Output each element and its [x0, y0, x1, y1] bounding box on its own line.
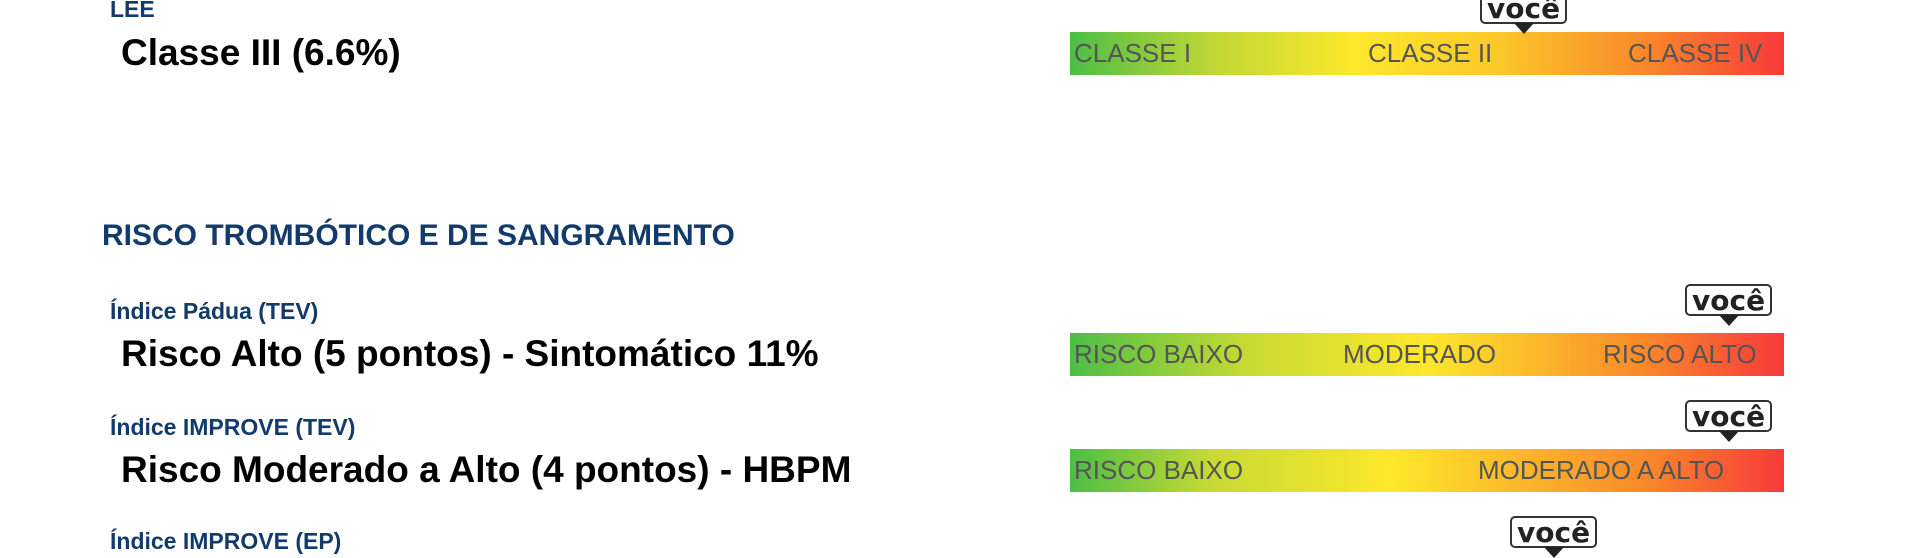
section-title: RISCO TROMBÓTICO E DE SANGRAMENTO	[102, 219, 735, 252]
lee-you-marker: você	[1480, 0, 1568, 34]
improve-tev-you-marker: você	[1685, 400, 1773, 442]
lee-scale-class-1: CLASSE I	[1074, 38, 1192, 68]
padua-scale-low: RISCO BAIXO	[1074, 339, 1244, 369]
padua-scale-high: RISCO ALTO	[1603, 339, 1757, 369]
improve-ep-label: Índice IMPROVE (EP)	[110, 528, 342, 554]
padua-risk-scale: RISCO BAIXO MODERADO RISCO ALTO	[1070, 333, 1784, 376]
lee-scale-class-2: CLASSE II	[1368, 38, 1493, 68]
padua-scale-moderate: MODERADO	[1343, 339, 1497, 369]
improve-tev-risk-scale: RISCO BAIXO MODERADO A ALTO	[1070, 449, 1784, 492]
improve-tev-label: Índice IMPROVE (TEV)	[110, 414, 356, 440]
lee-result: Classe III (6.6%)	[121, 32, 401, 73]
padua-result: Risco Alto (5 pontos) - Sintomático 11%	[121, 333, 819, 374]
lee-scale-class-4: CLASSE IV	[1628, 38, 1763, 68]
improve-ep-you-marker: você	[1510, 516, 1598, 558]
improve-tev-scale-low: RISCO BAIXO	[1074, 455, 1244, 485]
lee-risk-scale: CLASSE I CLASSE II CLASSE IV	[1070, 32, 1784, 75]
padua-you-marker: você	[1685, 284, 1773, 326]
padua-label: Índice Pádua (TEV)	[110, 298, 319, 324]
lee-label: LEE	[110, 0, 155, 22]
improve-tev-result: Risco Moderado a Alto (4 pontos) - HBPM	[121, 449, 852, 490]
improve-tev-scale-moderate-high: MODERADO A ALTO	[1478, 455, 1725, 485]
